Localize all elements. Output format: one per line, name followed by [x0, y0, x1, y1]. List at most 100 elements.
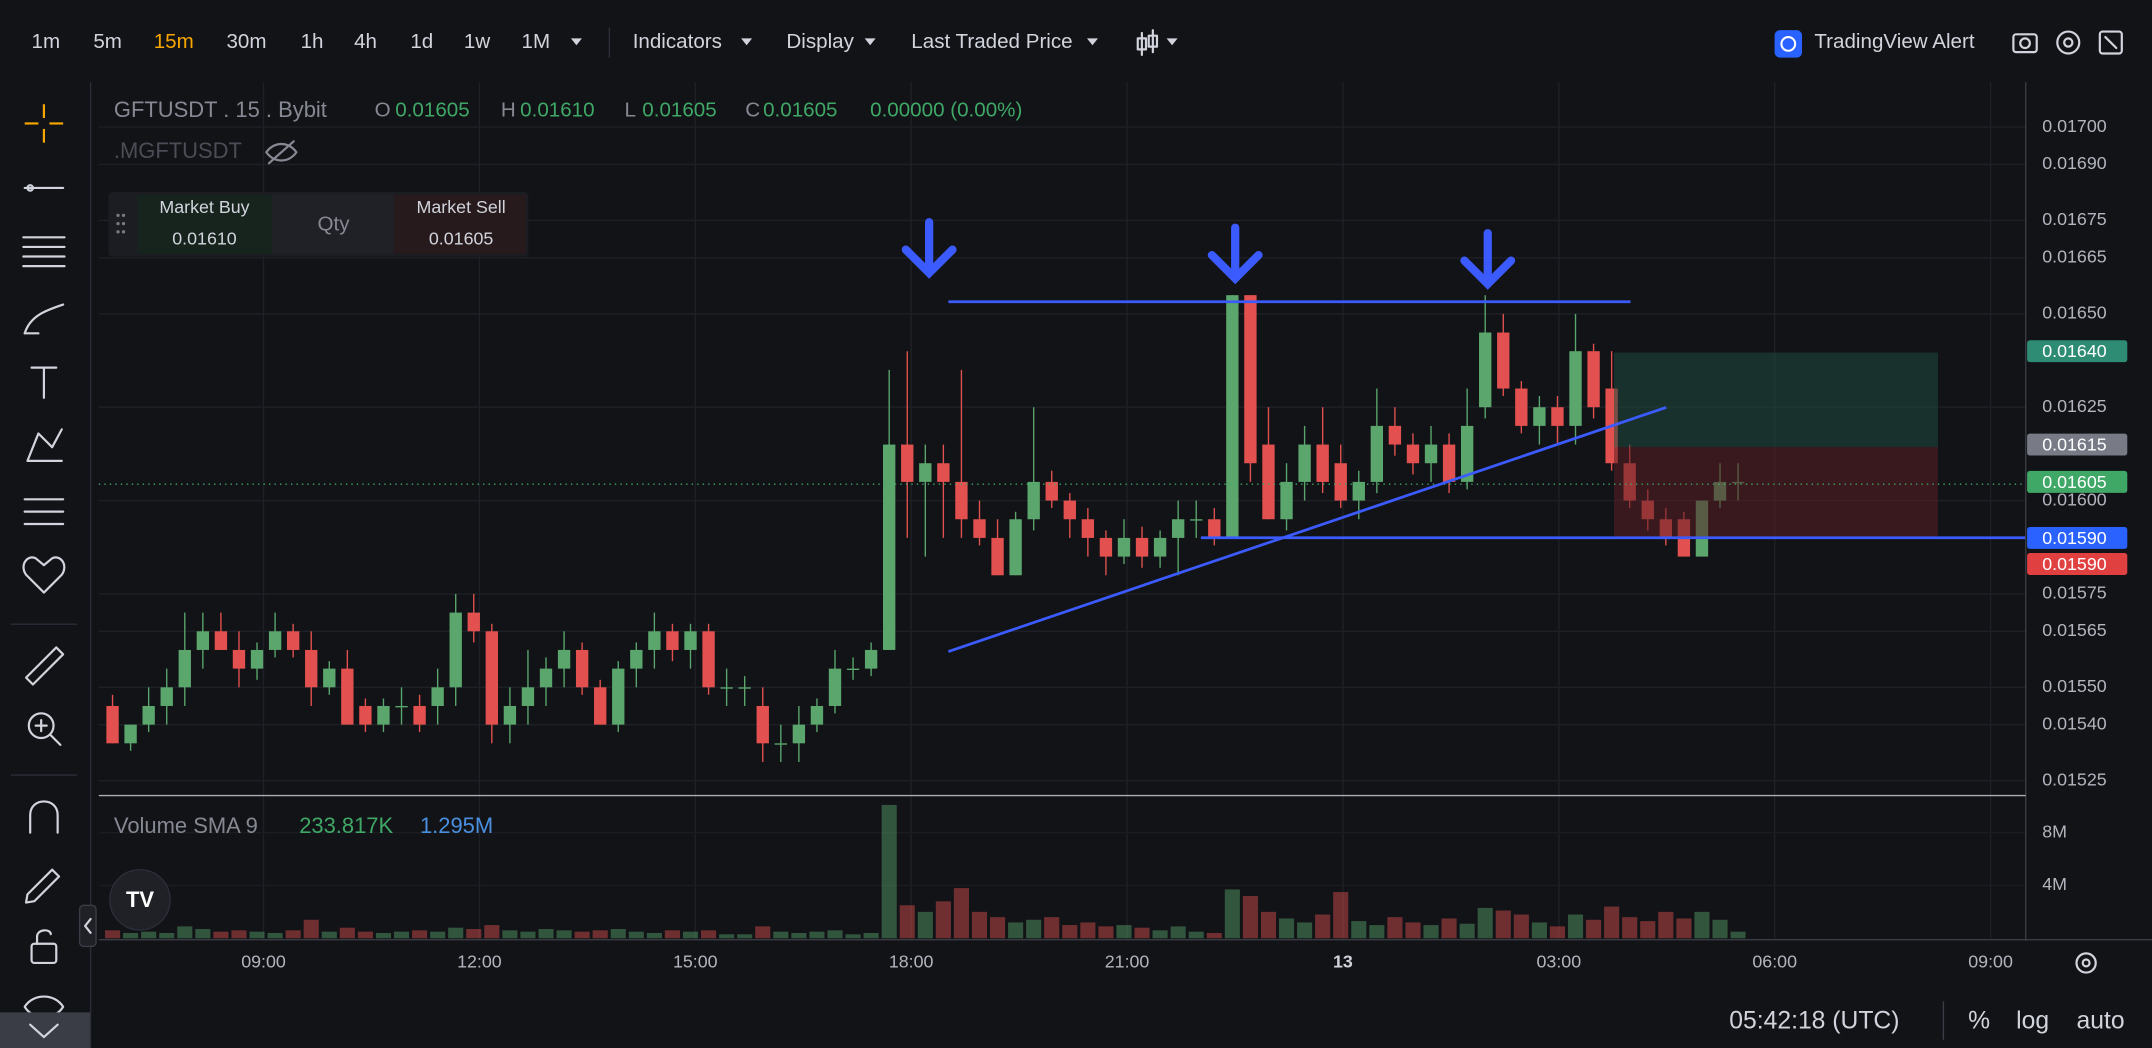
volume-bar	[1730, 931, 1746, 939]
candle-body	[341, 668, 354, 725]
profit-zone	[1614, 352, 1938, 448]
volume-bar	[1224, 889, 1240, 939]
volume-bar	[628, 931, 644, 939]
lock-tool[interactable]	[30, 929, 58, 965]
clock: 05:42:18 (UTC)	[1729, 1007, 1899, 1034]
price-tag	[2027, 340, 2128, 363]
interval-active[interactable]: 15m	[154, 30, 194, 53]
percent-toggle[interactable]: %	[1968, 1007, 1990, 1034]
caret[interactable]	[1166, 38, 1178, 46]
ohlc-key: O	[375, 99, 391, 122]
top-toolbar: 1m 5m 15m 30m 1h 4h 1d 1w 1M Indicators …	[32, 27, 2123, 58]
forecast-tool[interactable]	[23, 498, 65, 526]
trend-line[interactable]	[947, 406, 1667, 653]
collapse-button[interactable]	[0, 1012, 91, 1048]
candle-body	[431, 687, 444, 706]
volume-bar	[953, 888, 969, 939]
candle-body	[1208, 519, 1221, 538]
crosshair-tool[interactable]	[24, 104, 64, 143]
volume-bar	[267, 932, 283, 939]
volume-bar	[393, 931, 410, 939]
magnet-tool[interactable]	[29, 800, 59, 834]
buy-label: Market Buy	[159, 197, 249, 217]
candle-body	[1280, 481, 1293, 520]
menu[interactable]: Last Traded Price	[911, 30, 1072, 53]
interval[interactable]: 1m	[32, 30, 61, 53]
auto-toggle[interactable]: auto	[2077, 1007, 2125, 1034]
volume-bar	[448, 927, 464, 939]
tv-logo[interactable]	[109, 868, 171, 931]
menu[interactable]: Indicators	[633, 30, 722, 53]
fib-tool[interactable]	[22, 236, 66, 268]
settings-icon[interactable]	[2056, 30, 2081, 55]
zoom-tool[interactable]	[27, 712, 62, 746]
candle-body	[973, 519, 986, 538]
volume-bar	[592, 930, 608, 939]
qty-input[interactable]	[271, 194, 394, 254]
candle-body	[485, 631, 499, 725]
favorites-tool[interactable]	[22, 556, 66, 594]
volume-bar	[123, 932, 139, 939]
candle-body	[702, 631, 715, 688]
log-toggle[interactable]: log	[2016, 1007, 2049, 1034]
axis-settings-icon[interactable]	[2075, 952, 2097, 974]
candle-body	[648, 631, 661, 650]
candle-body	[1424, 444, 1438, 464]
expand-tab[interactable]	[78, 904, 97, 948]
x-tick-label: 09:00	[1968, 952, 2013, 972]
hidden-icon[interactable]	[265, 140, 298, 165]
axis-bg	[2027, 82, 2152, 940]
drag-handle[interactable]	[116, 213, 126, 234]
order-panel: Market Buy 0.01610 Qty Market Sell 0.016…	[108, 192, 529, 257]
pattern-tool[interactable]	[26, 428, 63, 462]
text-tool[interactable]	[30, 366, 58, 399]
volume-bar	[177, 926, 193, 939]
change: 0.00000 (0.00%)	[870, 99, 1022, 122]
caret[interactable]	[570, 38, 582, 46]
interval[interactable]: 30m	[226, 30, 266, 53]
candle-body	[449, 612, 462, 688]
candle-body	[395, 705, 408, 708]
volume-bar	[249, 931, 265, 939]
candle-body	[1262, 444, 1275, 520]
volume-bar	[1152, 930, 1168, 939]
candle-body	[1569, 351, 1582, 426]
lock-draw-tool[interactable]	[24, 868, 61, 904]
alert-icon[interactable]	[1774, 30, 1803, 58]
interval[interactable]: 1h	[301, 30, 324, 53]
candle-body	[738, 687, 751, 689]
line-tool[interactable]	[23, 184, 65, 192]
fullscreen-icon[interactable]	[2098, 30, 2123, 55]
caret[interactable]	[741, 38, 753, 46]
interval[interactable]: 1d	[410, 30, 433, 53]
volume-bar	[1062, 925, 1078, 939]
sell-button[interactable]	[393, 194, 526, 254]
volume-bar	[375, 932, 392, 939]
brush-tool[interactable]	[23, 303, 65, 335]
chart-style-icon[interactable]	[1136, 29, 1159, 56]
interval[interactable]: 1M	[522, 30, 551, 53]
x-tick-label: 06:00	[1752, 952, 1797, 972]
volume-bar	[1567, 914, 1584, 939]
camera-icon[interactable]	[2012, 33, 2038, 54]
candle-body	[720, 687, 733, 689]
ruler-tool[interactable]	[24, 646, 65, 686]
candle-body	[539, 668, 553, 688]
volume-bar	[357, 931, 373, 939]
volume-bar	[321, 931, 337, 939]
caret[interactable]	[864, 38, 876, 46]
candle-body	[1081, 519, 1095, 538]
status-bar: 05:42:18 (UTC) % log auto	[1729, 1001, 2125, 1040]
buy-button[interactable]	[137, 194, 272, 254]
candle-body	[1226, 295, 1239, 538]
menu[interactable]: Display	[786, 30, 854, 53]
alert-button[interactable]: TradingView Alert	[1814, 30, 1974, 53]
candle-body	[1587, 351, 1600, 408]
volume-bar	[231, 930, 247, 939]
volume-bar	[104, 930, 121, 939]
interval[interactable]: 4h	[354, 30, 377, 53]
interval[interactable]: 5m	[93, 30, 122, 53]
caret[interactable]	[1086, 38, 1098, 46]
volume-bar	[1008, 922, 1024, 939]
interval[interactable]: 1w	[464, 30, 490, 53]
